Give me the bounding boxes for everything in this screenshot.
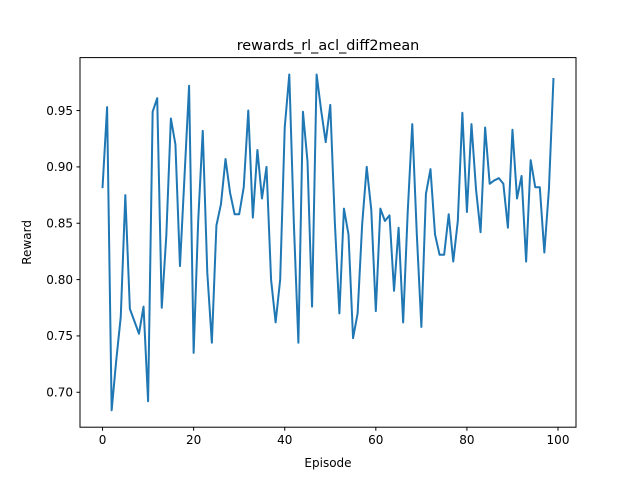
x-tick-label: 0 — [99, 433, 107, 447]
chart-title: rewards_rl_acl_diff2mean — [237, 38, 420, 54]
plot-frame — [79, 57, 577, 428]
x-axis-label: Episode — [304, 456, 351, 470]
x-tick-label: 100 — [547, 433, 570, 447]
y-axis-label: Reward — [20, 220, 34, 265]
y-tick-label: 0.75 — [46, 329, 73, 343]
series-line — [101, 73, 555, 412]
y-tick-label: 0.80 — [46, 273, 73, 287]
x-tick-label: 80 — [459, 433, 474, 447]
x-tick-label: 20 — [186, 433, 201, 447]
x-tick-label: 40 — [277, 433, 292, 447]
x-axis-ticks: 0 20 40 60 80 100 — [99, 427, 570, 447]
y-tick-label: 0.85 — [46, 217, 73, 231]
y-axis-ticks: 0.70 0.75 0.80 0.85 0.90 0.95 — [46, 104, 80, 400]
x-tick-label: 60 — [368, 433, 383, 447]
y-tick-label: 0.70 — [46, 386, 73, 400]
y-tick-label: 0.95 — [46, 104, 73, 118]
y-tick-label: 0.90 — [46, 160, 73, 174]
